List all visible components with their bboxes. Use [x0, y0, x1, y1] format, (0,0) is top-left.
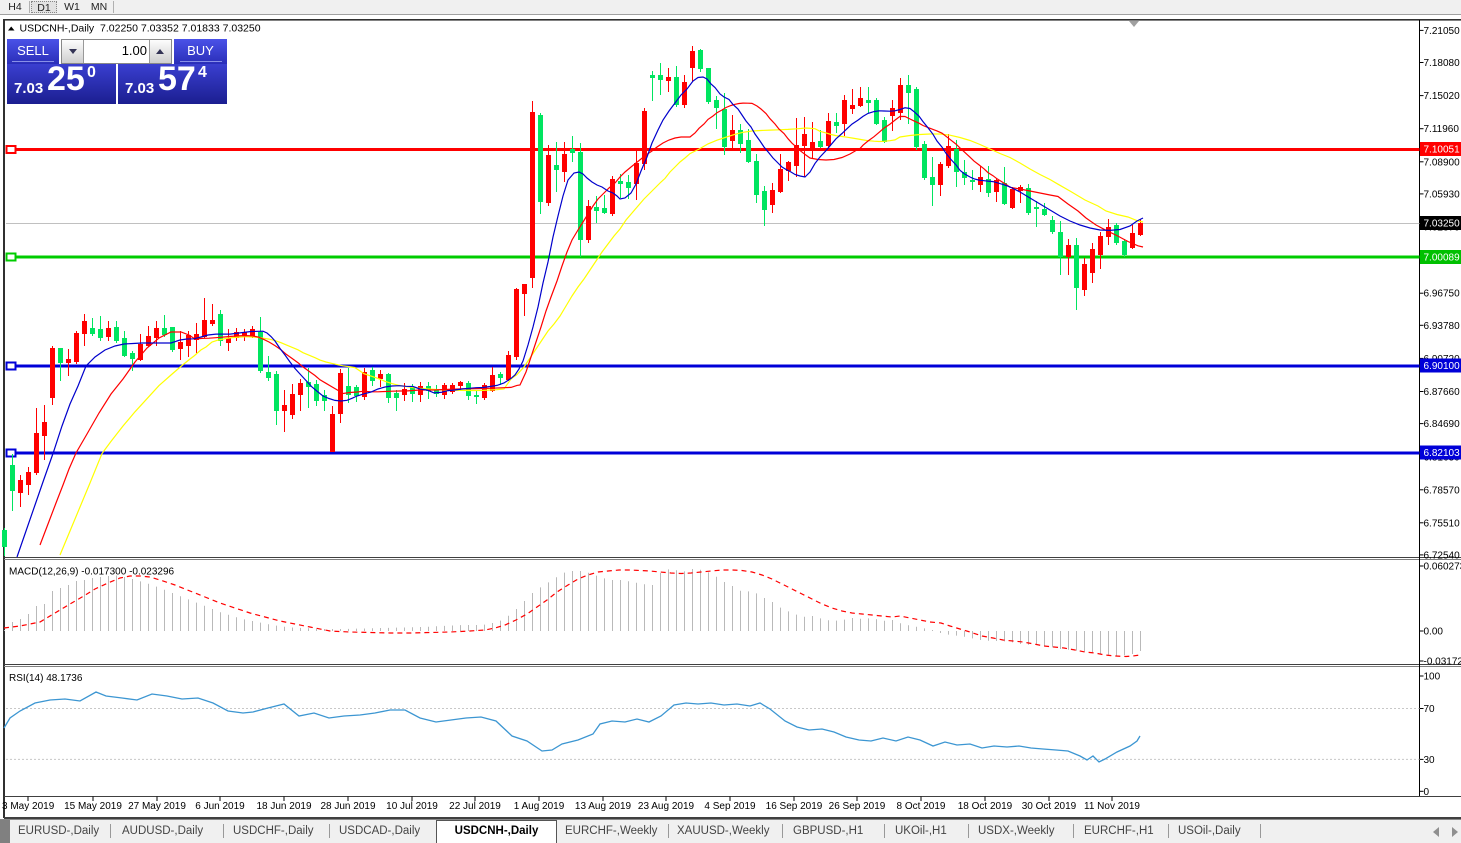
svg-text:6.78570: 6.78570 — [1424, 485, 1461, 496]
svg-text:28 Jun 2019: 28 Jun 2019 — [320, 801, 375, 812]
svg-text:100: 100 — [1424, 672, 1441, 683]
svg-text:7.18080: 7.18080 — [1424, 58, 1461, 69]
svg-text:13 Aug 2019: 13 Aug 2019 — [575, 801, 632, 812]
svg-text:MACD(12,26,9) -0.017300 -0.023: MACD(12,26,9) -0.017300 -0.023296 — [9, 567, 175, 578]
svg-text:10 Jul 2019: 10 Jul 2019 — [386, 801, 438, 812]
svg-text:3 May 2019: 3 May 2019 — [2, 801, 55, 812]
svg-text:7.15020: 7.15020 — [1424, 91, 1461, 102]
svg-text:-0.031725: -0.031725 — [1424, 657, 1461, 668]
svg-text:22 Jul 2019: 22 Jul 2019 — [449, 801, 501, 812]
svg-text:6.72540: 6.72540 — [1424, 550, 1461, 561]
svg-text:70: 70 — [1424, 704, 1436, 715]
svg-text:6.96750: 6.96750 — [1424, 289, 1461, 300]
svg-text:6 Jun 2019: 6 Jun 2019 — [195, 801, 245, 812]
svg-text:7.03250: 7.03250 — [1424, 219, 1461, 230]
svg-text:7.05930: 7.05930 — [1424, 189, 1461, 200]
svg-text:27 May 2019: 27 May 2019 — [128, 801, 186, 812]
svg-text:7.10051: 7.10051 — [1424, 145, 1461, 156]
svg-text:30 Oct 2019: 30 Oct 2019 — [1022, 801, 1077, 812]
svg-text:26 Sep 2019: 26 Sep 2019 — [829, 801, 886, 812]
svg-text:11 Nov 2019: 11 Nov 2019 — [1084, 801, 1140, 812]
svg-text:0.060273: 0.060273 — [1424, 562, 1461, 573]
svg-text:15 May 2019: 15 May 2019 — [64, 801, 122, 812]
svg-text:7.11960: 7.11960 — [1424, 124, 1460, 135]
svg-text:4 Sep 2019: 4 Sep 2019 — [704, 801, 756, 812]
svg-text:30: 30 — [1424, 755, 1436, 766]
svg-text:0.00: 0.00 — [1424, 627, 1444, 638]
svg-text:6.93780: 6.93780 — [1424, 321, 1461, 332]
svg-text:16 Sep 2019: 16 Sep 2019 — [766, 801, 823, 812]
svg-text:23 Aug 2019: 23 Aug 2019 — [638, 801, 695, 812]
svg-text:7.08900: 7.08900 — [1424, 157, 1461, 168]
svg-text:18 Oct 2019: 18 Oct 2019 — [958, 801, 1013, 812]
svg-text:0: 0 — [1424, 787, 1430, 798]
svg-text:USDCNH-,Daily 7.02250 7.03352: USDCNH-,Daily 7.02250 7.03352 7.01833 7.… — [20, 23, 261, 35]
svg-text:RSI(14) 48.1736: RSI(14) 48.1736 — [9, 673, 83, 684]
svg-text:7.00089: 7.00089 — [1424, 253, 1461, 264]
svg-text:6.90100: 6.90100 — [1424, 361, 1461, 372]
svg-text:8 Oct 2019: 8 Oct 2019 — [897, 801, 946, 812]
svg-text:6.87660: 6.87660 — [1424, 387, 1461, 398]
svg-text:1 Aug 2019: 1 Aug 2019 — [514, 801, 565, 812]
svg-text:7.21050: 7.21050 — [1424, 26, 1461, 37]
svg-text:6.82103: 6.82103 — [1424, 448, 1461, 459]
svg-text:6.75510: 6.75510 — [1424, 518, 1461, 529]
svg-text:18 Jun 2019: 18 Jun 2019 — [256, 801, 311, 812]
svg-text:6.84690: 6.84690 — [1424, 419, 1461, 430]
